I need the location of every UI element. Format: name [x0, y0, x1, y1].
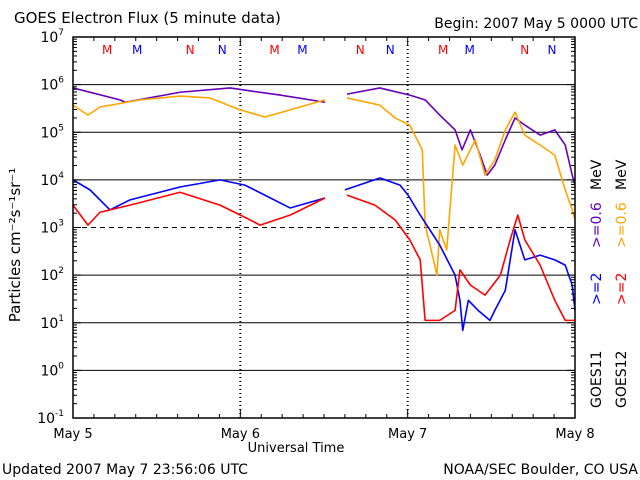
legend-goes11: GOES11	[589, 351, 605, 408]
y-tick-label: 10-1	[37, 409, 64, 427]
y-tick-exponent: 6	[58, 76, 64, 86]
y-tick-label: 103	[40, 219, 64, 237]
series-line	[72, 87, 326, 104]
event-marker: N	[356, 43, 365, 57]
axes: May 5 May 6 May 7 May 810710610510410310210…	[37, 28, 594, 442]
x-tick-label: May 7	[388, 427, 427, 442]
data-series	[72, 87, 576, 332]
x-axis-label: Universal Time	[248, 441, 345, 456]
series-line	[346, 97, 576, 276]
y-tick-exponent: -1	[55, 409, 64, 419]
event-marker: M	[269, 43, 279, 57]
y-tick-label: 101	[40, 314, 64, 332]
y-tick-label: 102	[40, 266, 64, 284]
series-line	[72, 95, 326, 118]
legend-goes12-06mev: >=0.6	[614, 202, 630, 248]
x-tick-label: May 6	[221, 427, 260, 442]
chart-title: GOES Electron Flux (5 minute data)	[14, 9, 281, 27]
event-marker: M	[465, 43, 475, 57]
legend-goes11-unit: MeV	[589, 159, 605, 190]
legend-goes11-2mev: >=2	[589, 273, 605, 305]
y-tick-label: 106	[40, 76, 64, 94]
series-line	[72, 191, 326, 226]
y-tick-exponent: 1	[58, 314, 64, 324]
event-marker: M	[102, 43, 112, 57]
y-tick-exponent: 3	[58, 219, 64, 229]
y-tick-exponent: 0	[58, 361, 64, 371]
series-line	[344, 177, 576, 332]
legend-goes12-unit: MeV	[614, 159, 630, 190]
event-marker: N	[547, 43, 556, 57]
event-marker: N	[186, 43, 195, 57]
series-line	[346, 194, 575, 322]
y-axis-label: Particles cm⁻²s⁻¹sr⁻¹	[6, 168, 24, 322]
legend-goes11-06mev: >=0.6	[589, 202, 605, 248]
x-tick-label: May 8	[555, 427, 594, 442]
event-marker: N	[218, 43, 227, 57]
y-tick-label: 104	[40, 171, 64, 189]
y-tick-exponent: 7	[58, 28, 64, 38]
event-marker: M	[438, 43, 448, 57]
begin-time: Begin: 2007 May 5 0000 UTC	[434, 16, 638, 32]
y-tick-label: 105	[40, 123, 64, 141]
x-tick-label: May 5	[53, 427, 92, 442]
event-marker: M	[297, 43, 307, 57]
source-credit: NOAA/SEC Boulder, CO USA	[443, 462, 638, 478]
updated-time: Updated 2007 May 7 23:56:06 UTC	[2, 462, 248, 478]
event-marker: N	[386, 43, 395, 57]
series-line	[346, 87, 576, 186]
y-tick-exponent: 5	[58, 123, 64, 133]
y-tick-label: 100	[40, 361, 64, 379]
gridlines	[73, 37, 575, 418]
event-marker: N	[520, 43, 529, 57]
y-tick-exponent: 4	[58, 171, 64, 181]
legend-goes12-2mev: >=2	[614, 273, 630, 305]
legend-goes12: GOES12	[614, 351, 630, 408]
y-tick-exponent: 2	[58, 266, 64, 276]
y-tick-label: 107	[40, 28, 64, 46]
event-marker: M	[132, 43, 142, 57]
legend: GOES11 GOES12 >=2 >=2 >=0.6 >=0.6 MeV Me…	[589, 159, 630, 408]
series-line	[72, 179, 326, 211]
